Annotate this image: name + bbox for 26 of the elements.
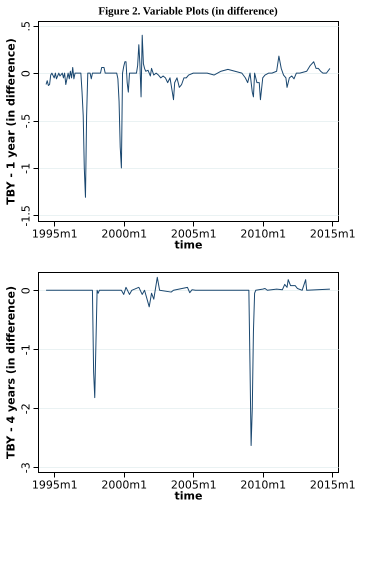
x-tick-label: 2015m1 bbox=[310, 228, 356, 240]
x-axis-title: time bbox=[174, 490, 202, 502]
x-tick-label: 2000m1 bbox=[101, 228, 148, 240]
y-tick-label: 0 bbox=[20, 70, 32, 78]
line-series bbox=[46, 276, 330, 446]
x-axis-title: time bbox=[174, 238, 202, 252]
y-tick-label: 0 bbox=[20, 287, 32, 294]
x-tick-label: 1995m1 bbox=[32, 228, 78, 240]
y-tick-label: -.5 bbox=[20, 114, 32, 128]
x-tick-label: 2005m1 bbox=[170, 228, 217, 240]
y-tick-label: -1 bbox=[20, 162, 32, 174]
line-series bbox=[46, 34, 330, 198]
y-tick-label: .5 bbox=[20, 20, 32, 32]
y-axis-title: TBY - 1 year (in difference) bbox=[4, 38, 18, 205]
y-tick-label: -2 bbox=[20, 403, 32, 414]
x-tick-label: 2015m1 bbox=[310, 478, 356, 492]
y-axis-title: TBY - 4 years (in difference) bbox=[4, 286, 18, 460]
x-tick-label: 1995m1 bbox=[32, 478, 78, 492]
x-tick-label: 2010m1 bbox=[240, 228, 286, 240]
chart-title: Figure 2. Variable Plots (in difference) bbox=[98, 5, 278, 18]
x-tick-label: 2010m1 bbox=[240, 478, 286, 492]
y-tick-label: -1.5 bbox=[20, 205, 32, 227]
x-tick-label: 2005m1 bbox=[170, 478, 217, 492]
y-tick-label: -3 bbox=[20, 462, 32, 474]
x-tick-label: 2000m1 bbox=[101, 478, 148, 492]
y-tick-label: -1 bbox=[20, 344, 32, 356]
